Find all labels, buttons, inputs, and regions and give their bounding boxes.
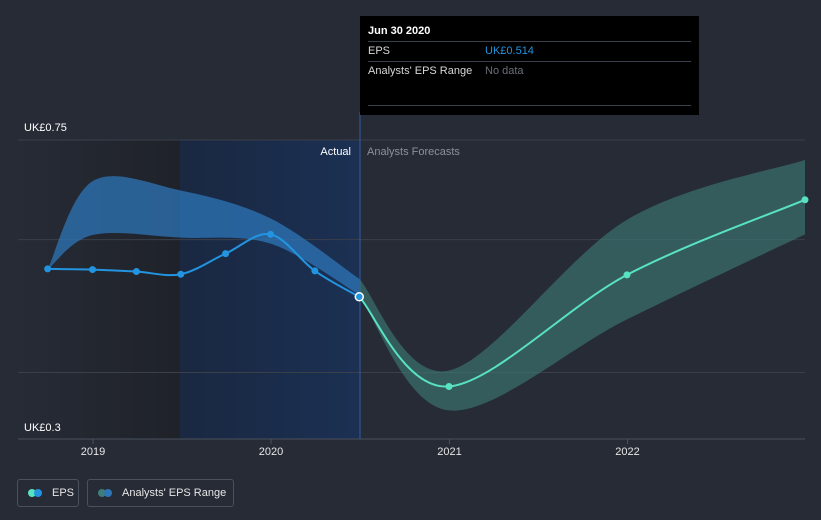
data-point-0-3	[177, 270, 185, 278]
range-legend-icon	[98, 489, 114, 497]
actual-label: Actual	[320, 146, 351, 158]
data-point-1-2	[623, 271, 631, 279]
legend-eps[interactable]: EPS	[17, 479, 79, 507]
data-point-0-4	[222, 250, 230, 258]
series-lines	[47, 198, 806, 388]
tooltip-range-label: Analysts' EPS Range	[368, 65, 473, 77]
actual-shade	[180, 140, 360, 439]
data-point-1-1	[445, 383, 453, 391]
series-points	[44, 196, 809, 391]
x-tick-label-1: 2020	[259, 446, 283, 458]
x-tick-label-2: 2021	[437, 446, 461, 458]
x-tick-label-3: 2022	[615, 446, 639, 458]
tooltip-row-eps: EPS UK£0.514	[368, 41, 691, 62]
data-point-0-2	[132, 268, 140, 276]
tooltip-eps-value: UK£0.514	[485, 45, 534, 57]
y-label-top: UK£0.75	[24, 122, 67, 134]
forecast-label: Analysts Forecasts	[367, 146, 460, 158]
tooltip-range-value: No data	[485, 65, 524, 77]
range-band-actual	[47, 176, 360, 295]
tooltip-eps-label: EPS	[368, 45, 391, 57]
legend-eps-label: EPS	[52, 487, 75, 499]
eps-legend-icon	[28, 489, 44, 497]
data-point-1-3	[801, 196, 809, 204]
tooltip-divider	[368, 105, 691, 106]
tooltip-row-range: Analysts' EPS Range No data	[368, 61, 691, 82]
range-bands	[47, 159, 805, 411]
data-point-0-6	[311, 267, 319, 275]
legend-range[interactable]: Analysts' EPS Range	[87, 479, 234, 507]
data-point-0-0	[44, 265, 52, 273]
x-tick-labels: 2019 2020 2021 2022	[81, 439, 640, 458]
data-point-0-5	[267, 230, 275, 238]
series-line-0	[47, 233, 360, 298]
data-point-0-7	[354, 292, 365, 302]
y-label-bottom: UK£0.3	[24, 422, 61, 434]
tooltip: Jun 30 2020 EPS UK£0.514 Analysts' EPS R…	[360, 16, 699, 115]
tooltip-date: Jun 30 2020	[368, 25, 431, 37]
legend-range-label: Analysts' EPS Range	[122, 487, 227, 499]
data-point-0-1	[89, 266, 97, 274]
x-tick-label-0: 2019	[81, 446, 105, 458]
series-line-1	[358, 198, 806, 388]
range-band-forecast	[359, 159, 805, 411]
